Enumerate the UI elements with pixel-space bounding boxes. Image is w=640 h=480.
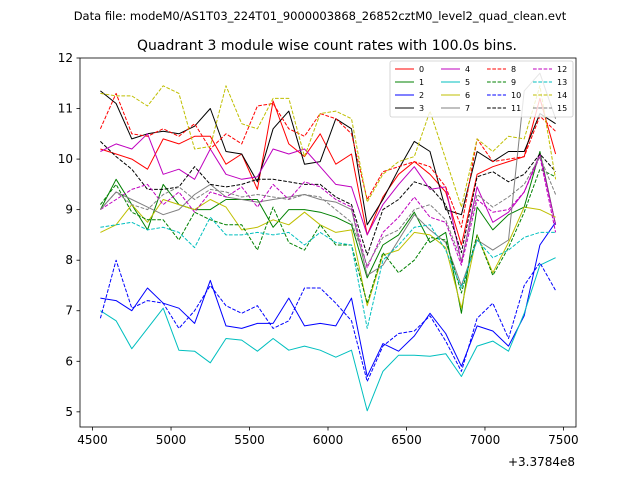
y-tick-label: 7	[65, 304, 73, 318]
y-tick-label: 11	[58, 102, 73, 116]
y-tick-label: 6	[65, 354, 73, 368]
x-tick-label: 6000	[313, 433, 344, 447]
series-line-1	[99, 151, 557, 314]
x-tick-label: 4500	[77, 433, 108, 447]
y-tick-label: 9	[65, 203, 73, 217]
legend-label-7: 7	[465, 104, 470, 113]
legend-label-13: 13	[557, 78, 567, 87]
series-line-9	[100, 168, 556, 304]
y-tick-label: 8	[65, 253, 73, 267]
x-tick-label: 6500	[391, 433, 422, 447]
series-line-3	[100, 90, 556, 226]
series-line-14	[100, 85, 557, 208]
series-line-0	[100, 97, 557, 246]
y-tick-label: 5	[65, 405, 73, 419]
legend-label-11: 11	[511, 104, 521, 113]
series-line-7	[100, 72, 557, 286]
series-line-11	[100, 141, 556, 256]
y-tick-label: 12	[58, 51, 73, 65]
legend-label-1: 1	[419, 78, 424, 87]
series-line-8	[99, 92, 556, 228]
series-line-10	[99, 259, 557, 382]
x-tick-label: 5000	[156, 433, 187, 447]
legend-label-15: 15	[557, 104, 567, 113]
legend-label-9: 9	[511, 78, 516, 87]
x-offset-label: +3.3784e8	[508, 455, 575, 469]
legend-label-12: 12	[557, 65, 567, 74]
legend-label-3: 3	[419, 104, 424, 113]
x-tick-label: 7500	[548, 433, 579, 447]
series-line-2	[100, 222, 557, 377]
series-line-5	[100, 257, 556, 412]
legend-label-4: 4	[465, 65, 470, 74]
legend-label-10: 10	[511, 91, 521, 100]
x-tick-label: 5500	[234, 433, 265, 447]
x-tick-label: 7000	[470, 433, 501, 447]
legend-box	[389, 60, 574, 118]
legend-label-5: 5	[465, 78, 470, 87]
series-line-12	[100, 156, 557, 269]
file-label: Data file: modeM0/AS1T03_224T01_90000038…	[74, 9, 567, 23]
series-line-15	[100, 156, 557, 266]
legend-label-14: 14	[557, 91, 567, 100]
legend-label-0: 0	[419, 65, 424, 74]
y-tick-label: 10	[58, 152, 73, 166]
chart-title: Quadrant 3 module wise count rates with …	[137, 38, 517, 54]
legend-label-2: 2	[419, 91, 424, 100]
series-line-4	[100, 133, 557, 264]
legend-label-8: 8	[511, 65, 516, 74]
series-layer	[99, 72, 557, 412]
series-line-6	[100, 199, 556, 309]
legend-label-6: 6	[465, 91, 470, 100]
